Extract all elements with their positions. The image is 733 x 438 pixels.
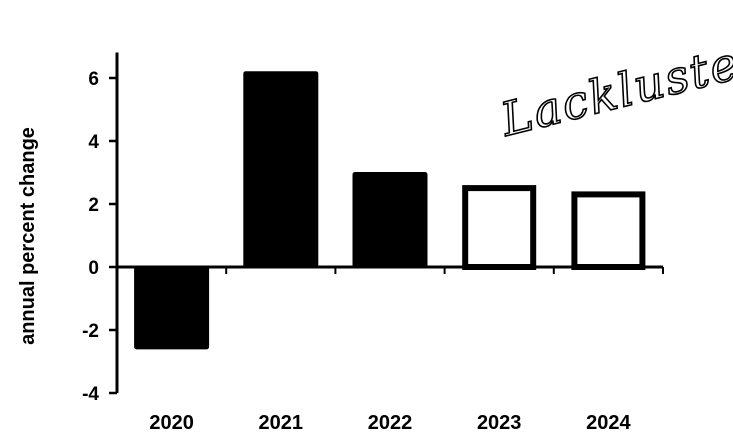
x-tick-label: 2022 [368, 412, 413, 434]
x-tick-label: 2020 [149, 412, 194, 434]
x-tick-label: 2021 [259, 412, 304, 434]
bar-2021 [243, 71, 319, 268]
bar-2023 [462, 185, 537, 271]
y-tick-label: 0 [88, 258, 99, 279]
y-axis-title: annual percent change [17, 127, 39, 345]
y-tick-label: 6 [88, 69, 99, 90]
bar-2024 [571, 191, 646, 270]
bar-2022 [352, 172, 428, 268]
bars [134, 71, 646, 350]
y-tick-label: -2 [82, 321, 99, 342]
y-tick-label: -4 [82, 384, 99, 405]
y-axis [109, 52, 119, 395]
x-tick-label: 2023 [477, 412, 522, 434]
bar-2020 [134, 266, 210, 350]
x-tick-label: 2024 [586, 412, 631, 434]
y-tick-label: 2 [88, 195, 99, 216]
y-tick-labels: 6 4 2 0 -2 -4 [82, 69, 99, 405]
x-tick-labels: 2020 2021 2022 2023 2024 [149, 412, 631, 434]
annotation-lackluster: Lackluster [495, 29, 733, 147]
y-tick-label: 4 [88, 132, 99, 153]
